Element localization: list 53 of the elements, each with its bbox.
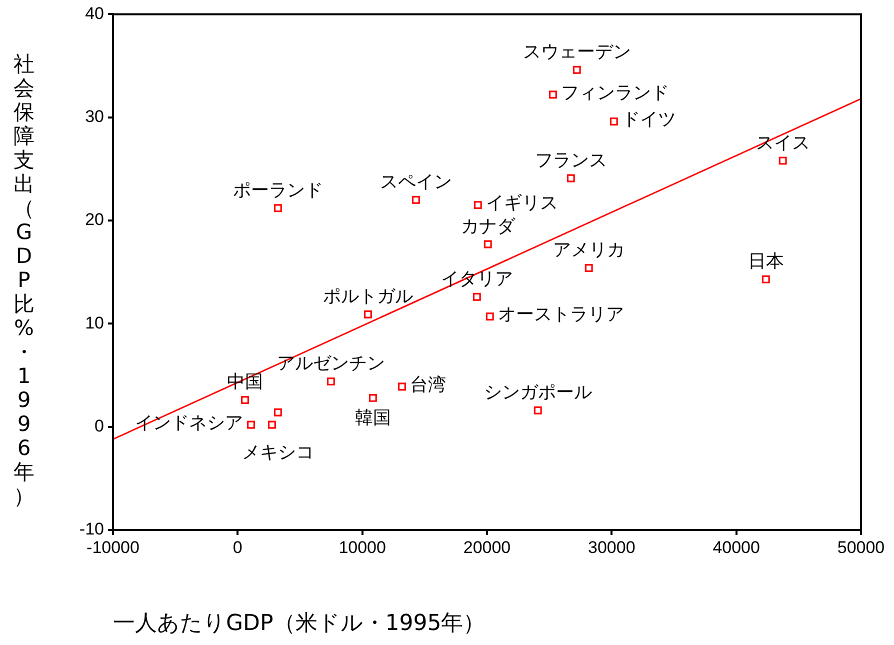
x-tick-label: 20000 — [463, 538, 511, 557]
point — [566, 174, 575, 182]
point — [412, 196, 420, 204]
point — [241, 396, 250, 404]
annotation: ポーランド — [232, 180, 323, 201]
annotation: 韓国 — [354, 408, 391, 429]
point — [486, 312, 494, 320]
annotation: 日本 — [748, 250, 784, 272]
annotation: 台湾 — [410, 374, 446, 396]
point — [610, 118, 618, 126]
point — [274, 408, 282, 416]
point — [778, 156, 787, 165]
x-tick-label: 0 — [232, 538, 242, 557]
x-tick-label: -10000 — [86, 538, 140, 557]
annotation: イギリス — [486, 192, 558, 214]
point — [572, 66, 581, 74]
text: 社会保障支出（GDP比%・1996年） — [14, 52, 34, 508]
point — [398, 382, 406, 391]
x-tick-label: 30000 — [588, 538, 636, 557]
x-tick-label: 10000 — [338, 538, 386, 557]
point — [534, 406, 542, 414]
annotation: オーストラリア — [498, 304, 624, 326]
point — [584, 264, 593, 272]
annotation: フランス — [534, 150, 607, 171]
point — [368, 394, 377, 402]
point — [762, 275, 770, 284]
annotation: フィンランド — [560, 82, 669, 104]
x-tick-label: 50000 — [837, 538, 885, 557]
point — [472, 292, 481, 301]
annotation: アメリカ — [552, 240, 625, 261]
point — [484, 240, 492, 248]
annotation: シンガポール — [484, 382, 592, 404]
x-tick-label: 40000 — [712, 538, 760, 557]
annotation: カナダ — [460, 216, 516, 237]
point — [548, 90, 557, 99]
y-tick-label: 20 — [85, 210, 104, 230]
x-axis-title: 一人あたりGDP（米ドル・1995年） — [113, 610, 486, 638]
y-tick-label: 0 — [94, 416, 104, 436]
annotation: スウェーデン — [522, 42, 631, 63]
point — [364, 310, 372, 318]
point — [326, 377, 335, 386]
point — [274, 204, 282, 212]
annotation: ポルトガル — [322, 286, 413, 308]
y-tick-label: -10 — [79, 520, 104, 539]
annotation: ドイツ — [622, 109, 676, 130]
point — [247, 420, 255, 429]
y-tick-label: 40 — [85, 4, 104, 23]
annotation: スペイン — [380, 172, 452, 193]
point — [474, 201, 482, 210]
point — [268, 420, 276, 429]
annotation: メキシコ — [242, 442, 314, 464]
y-tick-label: 10 — [85, 313, 104, 332]
y-tick-label: 30 — [85, 107, 104, 126]
